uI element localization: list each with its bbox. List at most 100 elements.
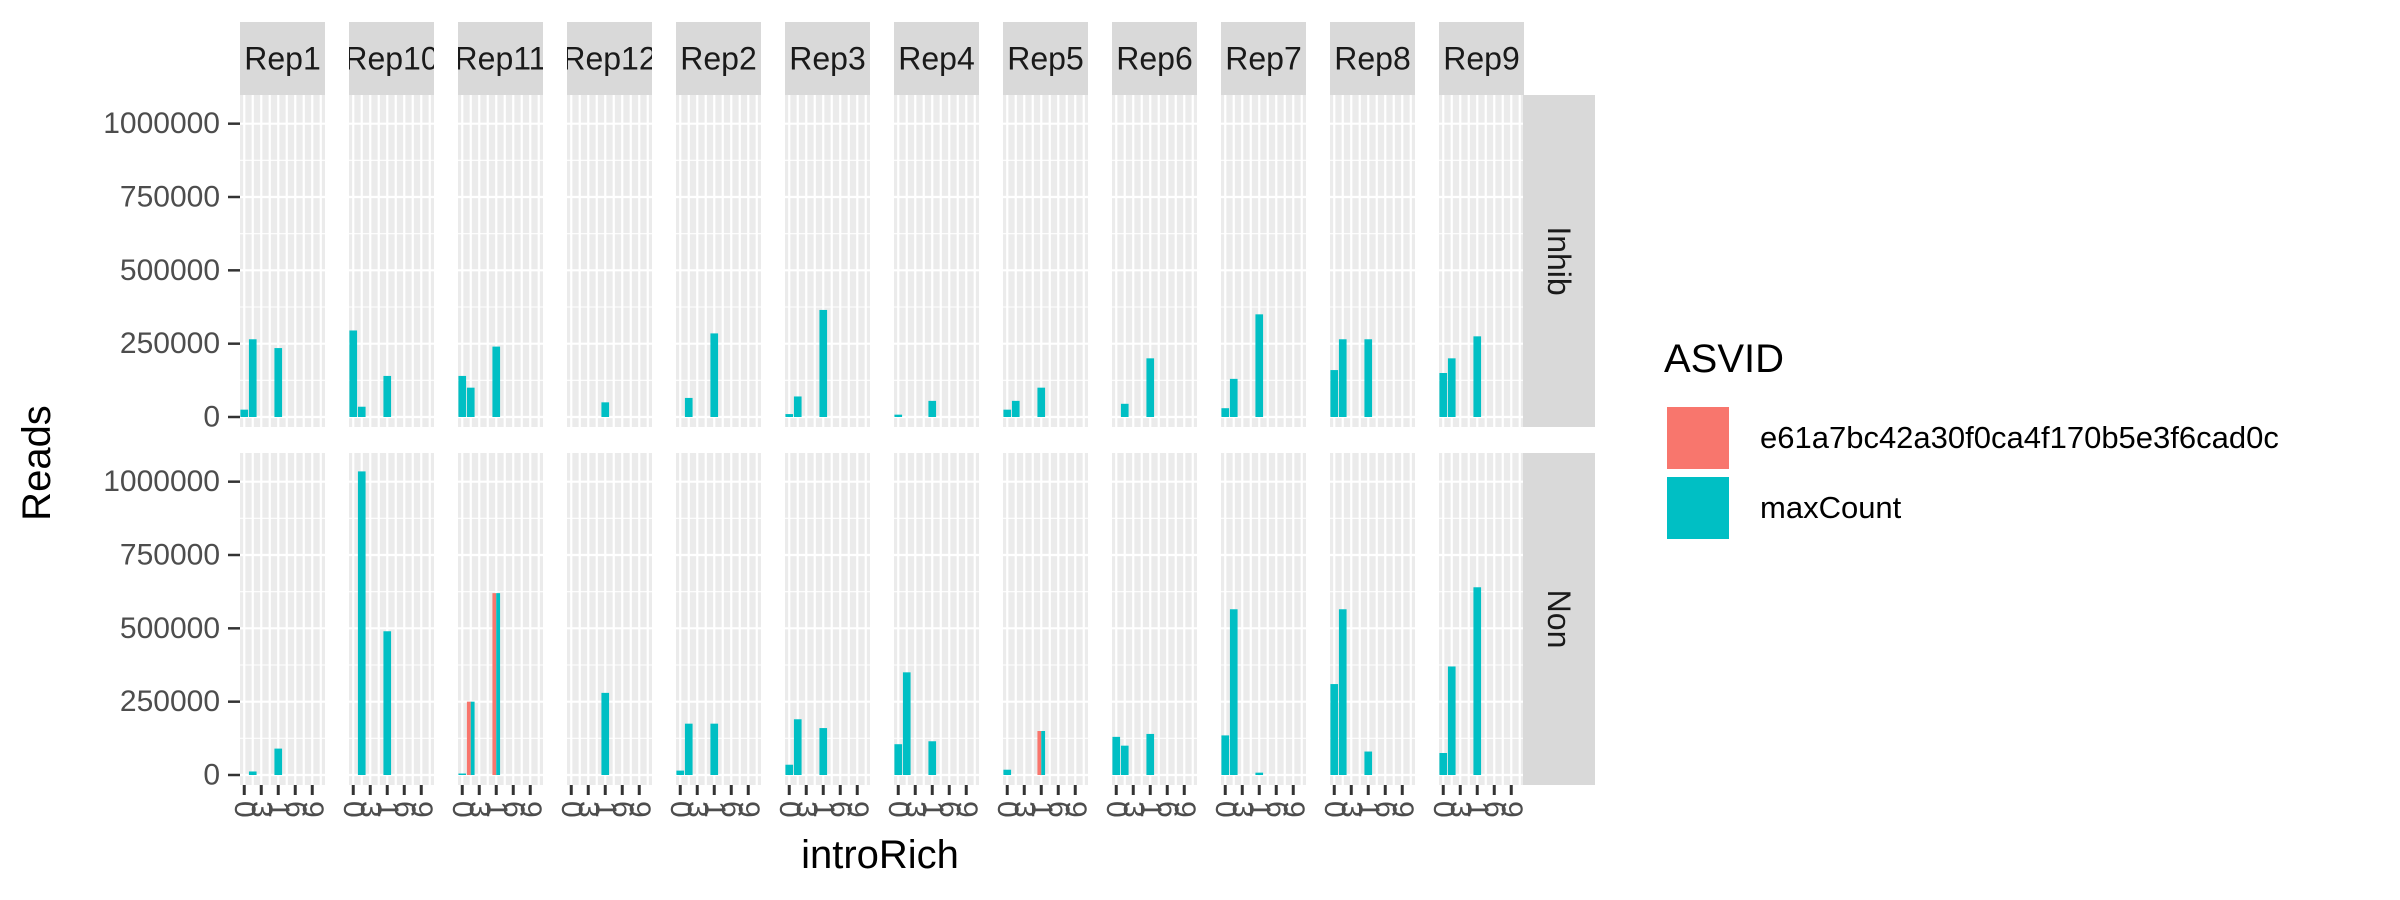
panel-non-rep1 xyxy=(240,453,325,785)
legend: ASVID e61a7bc42a30f0ca4f170b5e3f6cad0c m… xyxy=(1663,337,2279,543)
bar-maxcount xyxy=(710,333,719,417)
column-strip-background xyxy=(567,22,652,95)
bar-maxcount xyxy=(1338,339,1347,417)
bar-maxcount xyxy=(601,402,610,417)
column-strip-label: Rep5 xyxy=(1007,41,1084,77)
panel-non-rep11 xyxy=(458,453,543,785)
panel-background xyxy=(567,95,652,427)
bar-maxcount xyxy=(1041,731,1046,775)
x-tick-label: 1 xyxy=(1134,801,1167,818)
column-strip-rep7: Rep7 xyxy=(1221,22,1306,95)
bar-maxcount xyxy=(240,409,249,417)
x-tick-label: 6 xyxy=(1369,801,1402,818)
column-strip-rep12: Rep12 xyxy=(567,22,652,95)
panel-background xyxy=(1003,95,1088,427)
bar-maxcount xyxy=(1330,370,1339,417)
panel-inhib-rep6 xyxy=(1112,95,1197,427)
bar-maxcount xyxy=(1146,358,1155,417)
y-axis: 0 250000 500000 750000 1000000 0 250000 500000 7… xyxy=(103,107,240,792)
y-tick-label: 750000 xyxy=(120,539,220,572)
x-tick-label: 1 xyxy=(698,801,731,818)
bar-maxcount xyxy=(819,728,828,775)
column-strip-rep8: Rep8 xyxy=(1330,22,1415,95)
panel-non-rep2 xyxy=(676,453,761,785)
panel-background xyxy=(785,95,870,427)
bar-maxcount xyxy=(1120,745,1129,775)
panel-inhib-rep11 xyxy=(458,95,543,427)
column-strip-label: Rep3 xyxy=(789,41,866,77)
panel-non-rep6 xyxy=(1112,453,1197,785)
row-strip-label: Inhib xyxy=(1541,226,1577,295)
panel-non-rep8 xyxy=(1330,453,1415,785)
row-strip-inhib: Inhib xyxy=(1523,95,1595,427)
bar-maxcount xyxy=(1330,684,1339,775)
column-strip-background xyxy=(785,22,870,95)
x-tick-label: 9 xyxy=(841,801,874,818)
bar-maxcount xyxy=(1229,378,1238,417)
bar-maxcount xyxy=(1439,373,1448,417)
x-tick-label: 6 xyxy=(1042,801,1075,818)
bar-maxcount xyxy=(357,471,366,775)
column-strip-label: Rep2 xyxy=(680,41,757,77)
column-strip-label: Rep1 xyxy=(244,41,321,77)
column-strip-rep2: Rep2 xyxy=(676,22,761,95)
row-strip-background xyxy=(1523,453,1595,785)
column-strip-label: Rep8 xyxy=(1334,41,1411,77)
panel-inhib-rep8 xyxy=(1330,95,1415,427)
x-tick-label: 0 xyxy=(664,801,697,818)
bar-maxcount xyxy=(1364,339,1373,417)
x-tick-label: 0 xyxy=(228,801,261,818)
x-tick-label: 6 xyxy=(388,801,421,818)
bar-asv xyxy=(466,701,471,775)
bar-maxcount xyxy=(1364,751,1373,775)
column-strip-background xyxy=(894,22,979,95)
bar-maxcount xyxy=(1229,609,1238,775)
bar-maxcount xyxy=(1447,666,1456,775)
bar-maxcount xyxy=(819,309,828,417)
y-tick-label: 0 xyxy=(203,401,220,434)
bar-maxcount xyxy=(1447,358,1456,417)
y-tick-label: 1000000 xyxy=(103,465,220,498)
row-strip-background xyxy=(1523,95,1595,427)
panel-background xyxy=(567,453,652,785)
x-tick-label: 3 xyxy=(354,801,387,818)
x-tick-label: 0 xyxy=(337,801,370,818)
x-tick-label: 9 xyxy=(1495,801,1528,818)
bar-maxcount xyxy=(496,593,501,775)
column-strip-label: Rep9 xyxy=(1443,41,1520,77)
panel-inhib-rep10 xyxy=(349,95,434,427)
panel-background xyxy=(894,95,979,427)
x-tick-label: 6 xyxy=(715,801,748,818)
panel-background xyxy=(1112,453,1197,785)
x-tick-label: 1 xyxy=(1461,801,1494,818)
panel-inhib-rep7 xyxy=(1221,95,1306,427)
bar-maxcount xyxy=(928,741,937,775)
x-tick-label: 1 xyxy=(916,801,949,818)
bar-maxcount xyxy=(1473,336,1482,417)
panel-inhib-rep2 xyxy=(676,95,761,427)
legend-label-asv: e61a7bc42a30f0ca4f170b5e3f6cad0c xyxy=(1760,420,2279,455)
bar-maxcount xyxy=(349,330,358,417)
column-strip-background xyxy=(1221,22,1306,95)
bar-maxcount xyxy=(1221,408,1230,417)
x-tick-label: 0 xyxy=(555,801,588,818)
x-tick-label: 9 xyxy=(405,801,438,818)
x-tick-label: 3 xyxy=(790,801,823,818)
row-strip-non: Non xyxy=(1523,453,1595,785)
bar-maxcount xyxy=(492,346,501,417)
y-axis-title: Reads xyxy=(15,405,59,521)
panel-inhib-rep9 xyxy=(1439,95,1524,427)
column-strip-background xyxy=(1112,22,1197,95)
panel-inhib-rep5 xyxy=(1003,95,1088,427)
bar-maxcount xyxy=(1011,400,1020,417)
x-tick-label: 9 xyxy=(950,801,983,818)
x-tick-label: 1 xyxy=(589,801,622,818)
y-tick-label: 750000 xyxy=(120,181,220,214)
column-strip-rep5: Rep5 xyxy=(1003,22,1088,95)
x-tick-label: 6 xyxy=(824,801,857,818)
column-strip-rep10: Rep10 xyxy=(349,22,434,95)
bar-maxcount xyxy=(1112,736,1121,775)
bar-asv xyxy=(1037,731,1042,775)
panel-inhib-rep1 xyxy=(240,95,325,427)
x-tick-label: 1 xyxy=(807,801,840,818)
